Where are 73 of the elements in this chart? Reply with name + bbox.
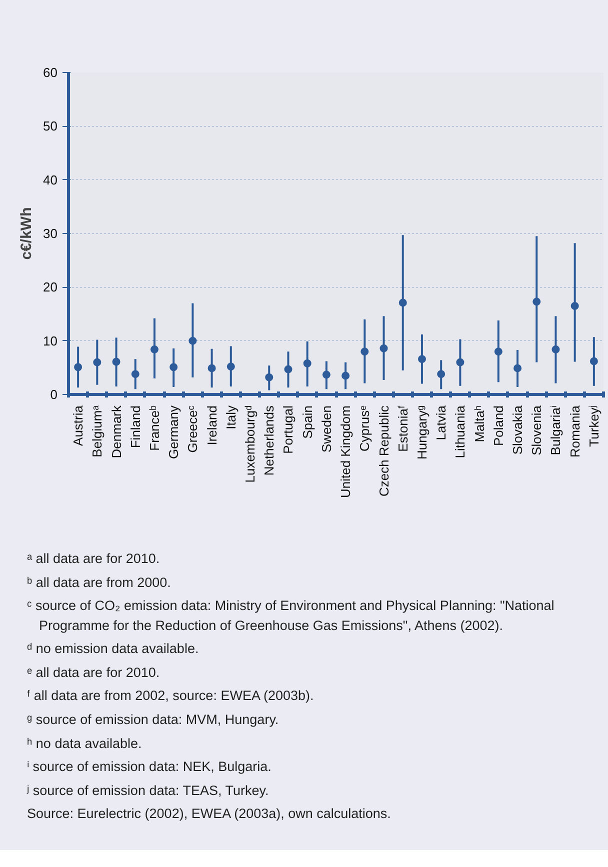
- source-note: Source: Eurelectric (2002), EWEA (2003a), own calculations.: [27, 805, 392, 824]
- x-tick-label: Finland: [128, 405, 143, 448]
- text: ᵍ source of emission data: MVM, Hungary.: [27, 710, 280, 729]
- y-tick-label: 20: [43, 280, 58, 295]
- text: ʰ no data available.: [27, 734, 143, 752]
- point: [590, 357, 598, 366]
- point: [112, 358, 120, 366]
- point: [208, 364, 216, 372]
- point: [74, 363, 82, 372]
- x-tick-label: Slovenia: [529, 404, 544, 456]
- point: [570, 302, 579, 310]
- x-tick-label: Cyprusᵉ: [357, 405, 372, 452]
- x-tick-label: Lithuania: [452, 404, 468, 458]
- point: [380, 344, 388, 352]
- point: [418, 355, 426, 364]
- x-tick-label: Spain: [300, 406, 315, 439]
- point: [456, 358, 464, 366]
- x-tick-label: Czech Republic: [376, 405, 392, 497]
- point: [514, 364, 522, 372]
- x-tick-label: Luxembourgᵈ: [242, 405, 258, 483]
- x-tick-label: Maltaʰ: [472, 405, 487, 442]
- text: ᵃ all data are for 2010.: [27, 550, 161, 568]
- y-tick-label: 60: [43, 65, 58, 80]
- point: [93, 358, 102, 366]
- point: [131, 370, 140, 378]
- x-tick-label: Turkeyʲ: [586, 405, 602, 447]
- x-tick-label: Italy: [223, 405, 238, 430]
- point: [303, 359, 312, 368]
- point: [284, 365, 292, 374]
- x-tick-label: Bulgariaⁱ: [548, 405, 564, 456]
- text: ᶠ all data are from 2002, source: EWEA (2003b).: [27, 687, 315, 706]
- point: [342, 372, 350, 380]
- x-tick-label: Germany: [166, 405, 182, 459]
- x-tick-label: Austria: [70, 404, 86, 446]
- y-tick-label: 40: [43, 172, 58, 188]
- text: ⁱ source of emission data: NEK, Bulgaria.: [27, 758, 272, 776]
- x-tick-label: Belgiumᵃ: [90, 405, 105, 458]
- point: [265, 373, 274, 382]
- y-tick-label: 50: [43, 118, 58, 134]
- x-tick-label: Sweden: [318, 405, 334, 452]
- point: [398, 298, 407, 307]
- x-tick-label: Romania: [567, 404, 582, 458]
- x-tick-label: Greeceᶜ: [185, 405, 200, 453]
- point: [532, 298, 541, 306]
- x-tick-label: Slovakia: [510, 404, 526, 455]
- point: [360, 348, 369, 356]
- point: [170, 363, 178, 372]
- point: [552, 345, 560, 354]
- x-tick-label: Netherlands: [262, 405, 277, 476]
- y-tick-label: 30: [43, 226, 58, 241]
- text: ᵈ no emission data available.: [27, 640, 200, 658]
- x-tick-label: Denmark: [108, 405, 124, 458]
- x-tick-label: Ireland: [204, 406, 220, 446]
- point: [437, 370, 446, 378]
- x-tick-label: Poland: [490, 405, 506, 446]
- text: ᵇ all data are from 2000.: [27, 574, 172, 592]
- point: [188, 336, 197, 345]
- x-tick-label: Hungaryᵍ: [414, 405, 430, 460]
- y-tick-label: 10: [43, 333, 58, 348]
- text: ʲ source of emission data: TEAS, Turkey.: [27, 782, 270, 800]
- point: [226, 362, 235, 371]
- text: ᵉ all data are for 2010.: [27, 664, 161, 682]
- point: [150, 345, 158, 354]
- point: [322, 370, 330, 379]
- point: [494, 348, 502, 356]
- x-tick-label: Franceᵇ: [146, 405, 162, 451]
- text: ᶜ source of CO₂ emission data: Ministry of Environment and Physical Planning: "National Programme for the Reduction of Greenhouse Gas Emissions", Athens (2002).: [27, 597, 556, 635]
- x-tick-label: Latvia: [434, 404, 449, 440]
- x-tick-label: United Kingdom: [338, 406, 354, 498]
- y-tick-label: 0: [50, 387, 58, 402]
- x-tick-label: Portugal: [280, 405, 296, 454]
- x-tick-label: Estoniaᶠ: [395, 405, 410, 452]
- y-axis-title: c€/kWh: [18, 207, 36, 260]
